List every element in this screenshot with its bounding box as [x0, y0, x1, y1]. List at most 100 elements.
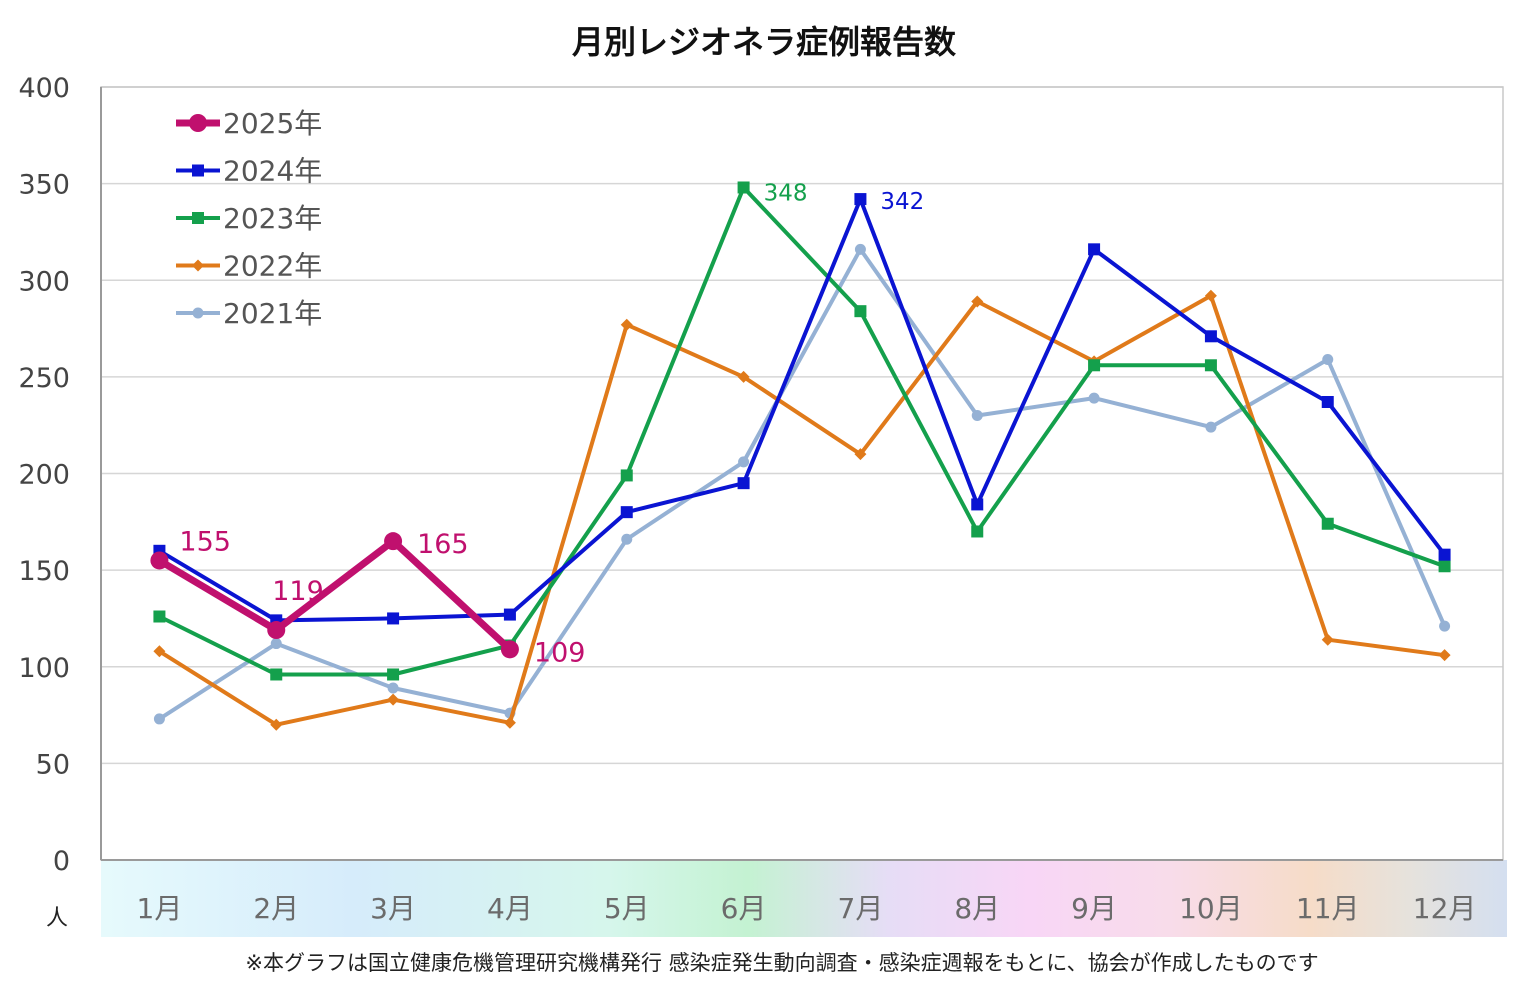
data-point [387, 693, 400, 706]
legend-marker [192, 164, 204, 177]
data-point [1321, 517, 1334, 530]
legend-marker [189, 114, 207, 132]
x-tick-label: 4月 [487, 892, 533, 925]
series-2024年 [153, 193, 1451, 627]
data-point [971, 410, 983, 422]
x-tick-label: 3月 [370, 892, 416, 925]
series-line [155, 537, 514, 653]
data-point [854, 305, 867, 318]
data-point [1438, 649, 1451, 662]
data-point [503, 608, 516, 621]
data-point [1439, 620, 1451, 632]
footnote: ※本グラフは国立健康危機管理研究機構発行 感染症発生動向調査・感染症週報をもとに… [245, 951, 1318, 975]
legend-label: 2025年 [223, 107, 322, 140]
data-point [150, 551, 169, 570]
legend-item: 2025年 [176, 107, 322, 140]
data-point [1205, 421, 1217, 433]
data-point [1438, 548, 1451, 561]
legend-item: 2023年 [176, 202, 322, 235]
legend-label: 2021年 [223, 297, 322, 330]
data-point [270, 638, 282, 650]
x-tick-label: 11月 [1296, 892, 1360, 925]
data-label: 342 [880, 189, 924, 215]
data-point [267, 621, 286, 640]
series-2021年 [153, 243, 1451, 725]
y-tick-label: 400 [18, 73, 70, 104]
data-point [1088, 392, 1100, 404]
y-unit-label: 人 [46, 906, 68, 931]
series-2022年 [153, 289, 1451, 731]
data-point [854, 448, 867, 461]
series-2023年 [153, 181, 1451, 681]
series-line [157, 293, 1447, 727]
data-label: 109 [534, 637, 586, 668]
x-tick-label: 6月 [721, 892, 767, 925]
legend-item: 2021年 [176, 297, 322, 330]
data-point [1321, 395, 1334, 408]
data-point [384, 532, 403, 551]
data-point [621, 533, 633, 545]
data-point [737, 370, 750, 383]
x-axis-band [101, 860, 1507, 937]
data-point [1088, 359, 1101, 372]
legend-label: 2024年 [223, 155, 322, 188]
data-point [387, 612, 400, 625]
y-tick-label: 200 [18, 460, 70, 491]
data-point [737, 477, 750, 490]
data-point [854, 243, 866, 255]
data-point [387, 682, 399, 694]
data-point [153, 713, 165, 725]
data-point [1321, 633, 1334, 646]
y-tick-label: 0 [53, 846, 70, 877]
data-point [971, 295, 984, 308]
x-tick-label: 2月 [253, 892, 299, 925]
series-line [157, 197, 1447, 623]
data-point [270, 668, 283, 681]
data-point [1322, 353, 1334, 365]
data-point [387, 668, 400, 681]
data-label: 119 [272, 576, 324, 607]
x-tick-label: 5月 [604, 892, 650, 925]
legend-marker [192, 259, 204, 272]
legend-label: 2022年 [223, 250, 322, 283]
data-point [1438, 560, 1451, 573]
y-tick-label: 300 [18, 266, 70, 297]
y-tick-label: 350 [18, 170, 70, 201]
legend-label: 2023年 [223, 202, 322, 235]
y-tick-label: 50 [36, 749, 70, 780]
series-2025年 [150, 532, 519, 659]
y-tick-label: 100 [18, 653, 70, 684]
x-tick-label: 10月 [1179, 892, 1243, 925]
y-tick-label: 150 [18, 556, 70, 587]
data-point [971, 498, 984, 511]
x-tick-label: 1月 [137, 892, 183, 925]
y-tick-label: 250 [18, 363, 70, 394]
data-point [270, 718, 283, 731]
data-point [1088, 243, 1101, 256]
chart-title: 月別レジオネラ症例報告数 [572, 23, 957, 61]
data-label: 348 [764, 180, 808, 206]
data-point [1204, 289, 1217, 302]
data-point [1204, 359, 1217, 372]
data-point [971, 525, 984, 538]
data-point [854, 193, 867, 206]
series-line [157, 185, 1447, 677]
data-point [1204, 330, 1217, 343]
x-tick-label: 12月 [1413, 892, 1477, 925]
x-tick-label: 8月 [954, 892, 1000, 925]
legend-item: 2024年 [176, 155, 322, 188]
data-point [620, 469, 633, 482]
data-point [620, 506, 633, 519]
data-point [738, 456, 750, 468]
legend-marker [192, 212, 204, 224]
x-tick-label: 9月 [1071, 892, 1117, 925]
legend-marker [192, 307, 204, 319]
data-point [500, 640, 519, 659]
series-line [157, 247, 1447, 721]
data-point [620, 318, 633, 331]
data-point [503, 716, 516, 729]
data-point [153, 645, 166, 658]
data-point [737, 181, 750, 194]
